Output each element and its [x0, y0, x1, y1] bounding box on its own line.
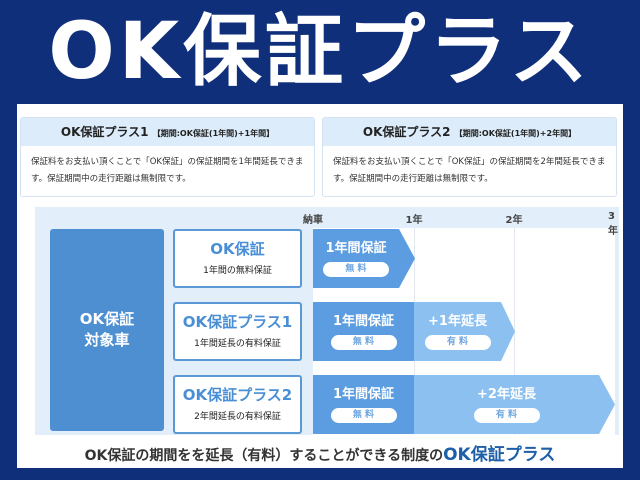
card-title: OK保証プラス2 [362, 125, 451, 139]
caption: OK保証の期間をを延長（有料）することができる制度のOK保証プラス [17, 440, 623, 465]
segment-label: 1年間保証 [332, 314, 395, 329]
row-ok-hosho: OK保証 1年間の無料保証 [173, 229, 302, 288]
tick-delivery: 納車 [303, 215, 323, 226]
card-plus1: OK保証プラス1 【期間:OK保証(1年間)+1年間】 保証料をお支払い頂くこと… [20, 117, 315, 197]
page-title: OK保証プラス [48, 7, 592, 97]
content-panel: OK保証プラス1 【期間:OK保証(1年間)+1年間】 保証料をお支払い頂くこと… [17, 104, 623, 468]
paid-badge: 有 料 [424, 335, 491, 350]
tick-3y: 3年 [608, 211, 618, 237]
timeline-diagram: 納車 1年 2年 3年 OK保証 対象車 OK保証 1年間の無料保証 OK保証プ… [35, 207, 619, 435]
caption-highlight: OK保証プラス [443, 445, 556, 465]
tick-1y: 1年 [405, 215, 423, 226]
segment-label: 1年間保証 [332, 387, 395, 402]
arrow-shape [313, 375, 615, 434]
row-desc: 1年間の無料保証 [203, 266, 272, 276]
card-text: 保証料をお支払い頂くことで「OK保証」の保証期間を2年間延長できます。保証期間中… [333, 157, 606, 184]
tick-2y: 2年 [505, 215, 523, 226]
card-title: OK保証プラス1 [60, 125, 149, 139]
free-badge: 無 料 [330, 408, 397, 423]
segment-label: +2年延長 [477, 387, 536, 402]
target-line1: OK保証 [79, 310, 135, 328]
segment-label: 1年間保証 [325, 241, 387, 256]
row-name: OK保証 [210, 240, 265, 258]
segment-label: +1年延長 [428, 314, 487, 329]
free-badge: 無 料 [323, 262, 389, 277]
free-badge: 無 料 [330, 335, 397, 350]
arrow-row1: 1年間保証無 料 [313, 229, 415, 288]
row-plus2: OK保証プラス2 2年間延長の有料保証 [173, 375, 302, 434]
segment-paid: +1年延長有 料 [414, 302, 501, 361]
caption-text: OK保証の期間をを延長（有料）することができる制度の [84, 448, 444, 464]
arrow-row2: 1年間保証無 料 +1年延長有 料 [313, 302, 515, 361]
card-text: 保証料をお支払い頂くことで「OK保証」の保証期間を1年間延長できます。保証期間中… [31, 157, 304, 184]
card-header: OK保証プラス1 【期間:OK保証(1年間)+1年間】 [21, 118, 314, 146]
card-plus2: OK保証プラス2 【期間:OK保証(1年間)+2年間】 保証料をお支払い頂くこと… [322, 117, 617, 197]
target-line2: 対象車 [84, 331, 130, 349]
arrow-row3: 1年間保証無 料 +2年延長有 料 [313, 375, 615, 434]
card-period: 【期間:OK保証(1年間)+1年間】 [152, 129, 275, 138]
card-header: OK保証プラス2 【期間:OK保証(1年間)+2年間】 [323, 118, 616, 146]
row-desc: 2年間延長の有料保証 [194, 412, 281, 422]
segment-free: 1年間保証無 料 [313, 375, 414, 434]
row-name: OK保証プラス2 [182, 386, 293, 404]
segment-paid: +2年延長有 料 [414, 375, 599, 434]
segment-free: 1年間保証無 料 [313, 302, 414, 361]
paid-badge: 有 料 [473, 408, 540, 423]
segment-free: 1年間保証無 料 [313, 229, 399, 288]
row-plus1: OK保証プラス1 1年間延長の有料保証 [173, 302, 302, 361]
card-period: 【期間:OK保証(1年間)+2年間】 [454, 129, 577, 138]
row-desc: 1年間延長の有料保証 [194, 339, 281, 349]
target-vehicle-box: OK保証 対象車 [50, 229, 164, 431]
row-name: OK保証プラス1 [182, 313, 293, 331]
